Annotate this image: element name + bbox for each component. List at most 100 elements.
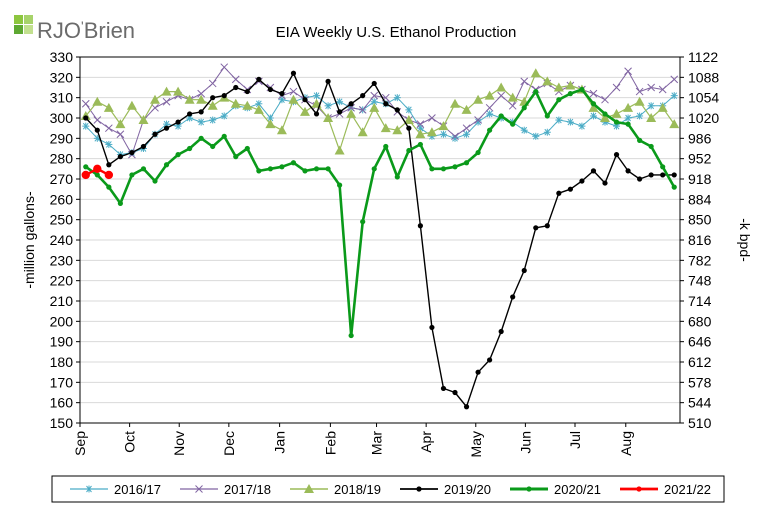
legend-marker (636, 486, 642, 492)
marker-stroke (416, 120, 425, 128)
data-point (520, 126, 528, 134)
data-point (553, 82, 564, 92)
marker-stroke (635, 87, 644, 96)
y2-tick-label: 646 (688, 334, 712, 350)
legend-marker (526, 486, 532, 492)
data-point (163, 125, 170, 131)
legend-entry: 2018/19 (290, 482, 381, 497)
data-point (612, 83, 621, 92)
marker-stroke (612, 83, 621, 92)
y-tick-label: 260 (50, 191, 74, 207)
x-tick-label: Jun (517, 431, 533, 454)
data-point (646, 113, 657, 122)
data-point (634, 96, 645, 106)
data-point (207, 100, 218, 110)
data-point (325, 166, 331, 172)
legend-entry: 2020/21 (510, 482, 601, 497)
data-point (463, 404, 470, 410)
series-2019-20 (83, 70, 677, 410)
y2-tick-label: 952 (688, 151, 712, 167)
x-tick-label: May (468, 431, 484, 457)
data-point (588, 102, 599, 112)
data-point (129, 172, 135, 178)
data-point (334, 145, 345, 155)
series-line (85, 88, 676, 337)
data-point (487, 127, 493, 133)
marker-stroke (589, 89, 598, 98)
data-point (93, 164, 102, 174)
data-point (117, 200, 123, 206)
marker-stroke (508, 101, 517, 110)
data-point (360, 219, 366, 225)
y2-tick-label: 782 (688, 252, 712, 268)
series-2018-19 (80, 68, 680, 155)
data-point (533, 225, 539, 231)
legend-label: 2017/18 (224, 482, 271, 497)
data-point (474, 116, 482, 124)
data-point (451, 132, 459, 141)
marker-stroke (497, 91, 506, 100)
y2-tick-label: 986 (688, 130, 712, 146)
data-point (392, 125, 403, 135)
data-point (637, 137, 643, 143)
data-point (555, 116, 563, 124)
data-point (371, 80, 377, 87)
data-point (106, 162, 112, 168)
data-point (533, 88, 539, 95)
data-point (452, 389, 458, 396)
data-point (265, 119, 276, 129)
data-point (256, 76, 262, 82)
y2-tick-label: 918 (688, 171, 712, 187)
y-axis-right: 510 544 578 612 646 680 714 748 782 816 850 884 918 9… (680, 49, 719, 431)
marker-stroke (151, 103, 159, 112)
data-point (647, 83, 656, 92)
data-point (566, 118, 574, 126)
data-point (290, 70, 297, 76)
data-point (660, 164, 666, 170)
data-point (276, 125, 287, 135)
data-point (197, 89, 206, 98)
legend-box (51, 475, 725, 503)
data-point (521, 105, 527, 111)
y-tick-label: 230 (50, 252, 74, 268)
data-point (255, 100, 263, 108)
data-point (267, 166, 273, 172)
x-tick-label: Mar (369, 431, 385, 455)
series-line (85, 72, 675, 408)
data-point (140, 143, 147, 150)
x-tick-label: Nov (171, 431, 187, 456)
data-point (198, 135, 204, 141)
y2-tick-label: 578 (688, 374, 712, 390)
data-point (429, 324, 435, 331)
data-point (358, 106, 367, 114)
data-point (542, 76, 553, 86)
data-point (209, 116, 217, 124)
data-point (244, 145, 250, 152)
marker-stroke (116, 130, 125, 139)
data-point (242, 100, 253, 110)
legend-label: 2016/17 (114, 482, 161, 497)
legend-entry: 2021/22 (620, 482, 711, 497)
data-point (417, 223, 423, 229)
data-point (556, 190, 562, 196)
data-point (647, 102, 655, 110)
data-point (383, 101, 389, 107)
data-point (173, 86, 184, 96)
data-point (590, 168, 597, 174)
data-point (579, 178, 585, 184)
y-tick-label: 290 (50, 130, 74, 146)
data-point (221, 93, 227, 99)
data-point (197, 118, 205, 126)
data-point (473, 94, 484, 104)
y-tick-label: 270 (50, 171, 74, 187)
marker-stroke (670, 75, 679, 84)
marker-stroke (81, 99, 90, 108)
data-point (348, 332, 354, 339)
data-point (233, 154, 239, 160)
data-point (578, 122, 586, 130)
data-point (256, 168, 262, 174)
y2-tick-label: 1054 (688, 90, 719, 106)
data-point (81, 99, 90, 108)
